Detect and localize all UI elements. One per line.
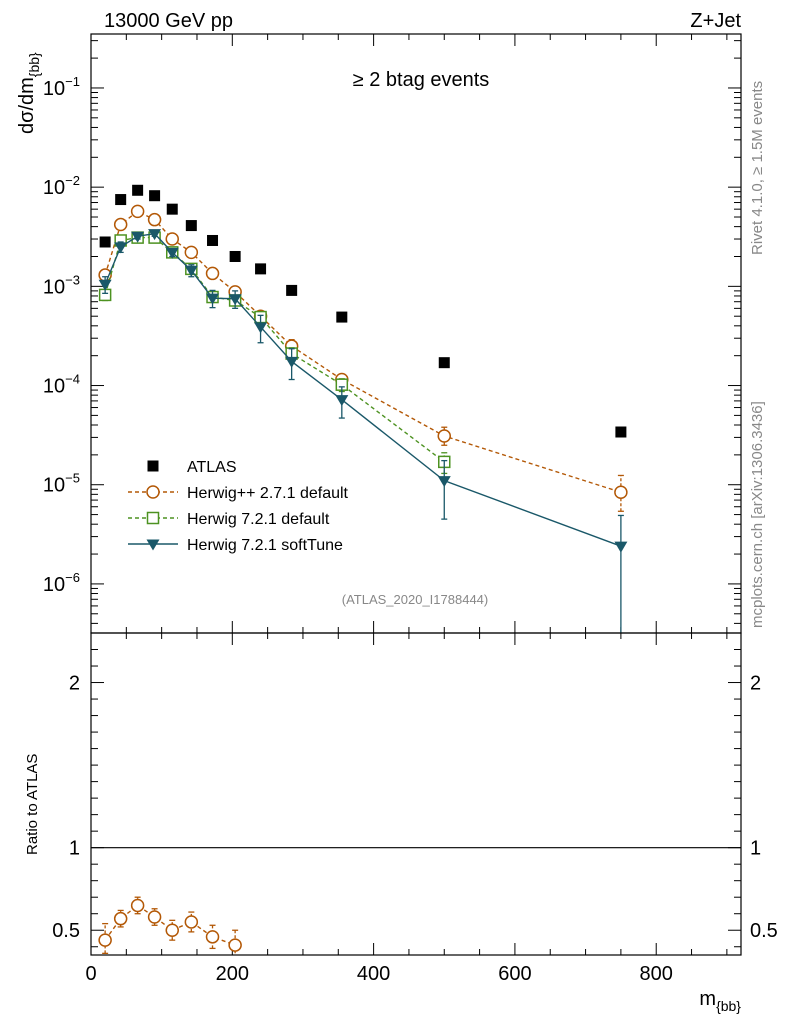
legend: ATLAS Herwig++ 2.7.1 default Herwig 7.2.1 … <box>128 459 349 554</box>
data-point <box>114 242 128 254</box>
data-point <box>438 357 450 369</box>
data-point <box>99 236 111 248</box>
ratio-axes: 0 200 400 600 800 0.5 0.5 1 1 2 2 <box>52 633 778 985</box>
data-point <box>336 311 348 323</box>
mcplots-label: mcplots.cern.ch [arXiv:1306.3436] <box>749 401 766 628</box>
data-point <box>130 898 145 913</box>
data-point <box>165 232 179 246</box>
data-point <box>149 190 161 202</box>
data-point <box>254 322 268 334</box>
y-tick-label: 10−6 <box>43 570 80 596</box>
data-point <box>229 250 241 262</box>
ratio-y-tick-label: 2 <box>69 673 80 695</box>
data-point <box>255 263 267 275</box>
series-herwig-2-7-1-default <box>98 896 242 955</box>
data-point <box>286 284 298 296</box>
y-tick-label: 10−3 <box>43 272 80 298</box>
y-tick-label: 10−5 <box>43 471 80 497</box>
ratio-plot-area <box>98 896 242 955</box>
series-herwig-7-2-1-softtune <box>98 229 628 633</box>
x-axis-label-sub: {bb} <box>716 998 741 1014</box>
data-point <box>615 426 627 438</box>
data-point <box>130 204 145 219</box>
y-tick-label: 10−2 <box>43 173 80 199</box>
data-point <box>185 220 197 232</box>
data-point <box>437 476 451 488</box>
legend-item: Herwig 7.2.1 softTune <box>128 537 343 554</box>
x-axis-label-main: m <box>699 988 716 1010</box>
legend-label: ATLAS <box>187 459 237 476</box>
panel-title: ≥ 2 btag events <box>353 69 490 91</box>
data-point <box>98 279 112 291</box>
y-tick-label: 10−1 <box>43 74 80 100</box>
data-point <box>184 915 199 929</box>
data-point <box>147 460 159 472</box>
data-point <box>147 910 162 924</box>
data-point <box>115 194 127 206</box>
ratio-y-tick-label: 0.5 <box>52 920 80 942</box>
y-axis-label-sub: {bb} <box>26 52 42 77</box>
data-point <box>184 245 199 260</box>
ratio-y-tick-label: 0.5 <box>750 920 778 942</box>
legend-label: Herwig 7.2.1 default <box>187 511 330 528</box>
main-axes: 10−6 10−5 10−4 10−3 10−2 10−1 <box>43 34 741 633</box>
data-point <box>184 265 198 277</box>
data-point <box>614 485 628 499</box>
legend-label: Herwig 7.2.1 softTune <box>187 537 343 554</box>
data-point <box>113 217 128 232</box>
data-point <box>207 234 219 246</box>
y-axis-label: dσ/dm{bb} <box>16 52 42 134</box>
x-tick-label: 200 <box>216 963 249 985</box>
y-tick-label: 10−4 <box>43 372 80 398</box>
data-point <box>98 933 112 947</box>
x-tick-label: 600 <box>498 963 531 985</box>
ratio-plot-frame <box>90 632 742 956</box>
data-point <box>205 930 220 944</box>
series-atlas <box>99 184 627 438</box>
ratio-y-tick-label: 2 <box>750 673 761 695</box>
data-point <box>166 203 178 215</box>
data-point <box>146 511 160 525</box>
data-point <box>147 212 162 227</box>
data-point <box>132 184 144 196</box>
data-point <box>148 229 162 241</box>
x-axis-label: m{bb} <box>699 988 741 1014</box>
data-point <box>146 485 160 499</box>
main-panel: 10−6 10−5 10−4 10−3 10−2 10−1 ≥ 2 btag events… <box>16 33 742 634</box>
header-right: Z+Jet <box>690 10 741 32</box>
legend-item: Herwig++ 2.7.1 default <box>128 485 349 502</box>
data-point <box>614 541 628 553</box>
data-point <box>146 539 160 551</box>
data-point <box>285 356 299 368</box>
x-tick-label: 800 <box>640 963 673 985</box>
main-plot-area <box>98 184 628 633</box>
y-axis-label-main: dσ/dm <box>16 77 38 134</box>
ratio-panel: 0 200 400 600 800 0.5 0.5 1 1 2 2 Ratio to ATLAS <box>24 632 778 985</box>
header-left: 13000 GeV pp <box>104 10 233 32</box>
ratio-y-tick-label: 1 <box>750 838 761 860</box>
data-point <box>228 294 242 306</box>
legend-item: ATLAS <box>147 459 237 476</box>
data-point <box>437 429 452 443</box>
watermark: (ATLAS_2020_I1788444) <box>342 592 488 607</box>
data-point <box>205 266 220 281</box>
data-point <box>131 231 145 243</box>
legend-label: Herwig++ 2.7.1 default <box>187 485 349 502</box>
ratio-axis-label: Ratio to ATLAS <box>24 754 41 855</box>
x-tick-label: 0 <box>85 963 96 985</box>
data-point <box>335 395 349 407</box>
legend-item: Herwig 7.2.1 default <box>128 511 330 528</box>
x-tick-label: 400 <box>357 963 390 985</box>
data-point <box>113 911 128 926</box>
data-point <box>165 247 179 259</box>
data-point <box>206 293 220 305</box>
ratio-y-tick-label: 1 <box>69 838 80 860</box>
rivet-label: Rivet 4.1.0, ≥ 1.5M events <box>749 81 766 255</box>
data-point <box>228 938 242 952</box>
data-point <box>165 923 179 937</box>
